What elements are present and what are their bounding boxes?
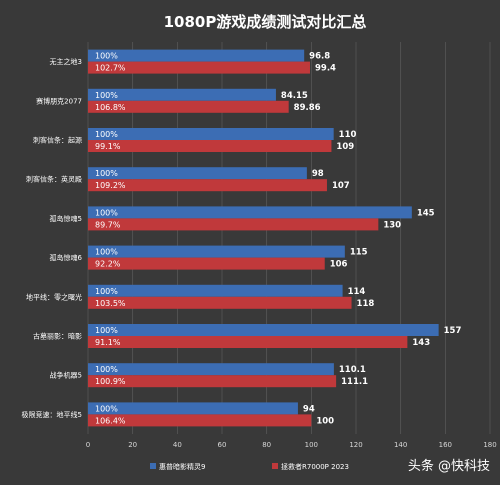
bar-series-2 (88, 296, 352, 309)
bar-value-label: 100 (316, 416, 334, 426)
bar-percent-label: 106.4% (95, 416, 126, 425)
bar-percent-label: 100% (95, 326, 118, 335)
category-label: 战争机器5 (50, 371, 82, 380)
bar-value-label: 157 (444, 326, 462, 336)
bar-value-label: 110.1 (339, 365, 366, 375)
bar-series-1 (88, 49, 305, 62)
category-label: 无主之地3 (50, 57, 82, 66)
x-tick-label: 160 (439, 441, 452, 449)
bar-percent-label: 100% (95, 169, 118, 178)
bar-value-label: 107 (332, 181, 350, 191)
bar-series-1 (88, 206, 412, 219)
category-label: 刺客信条：起源 (33, 136, 82, 145)
bar-percent-label: 91.1% (95, 338, 121, 347)
bar-value-label: 111.1 (341, 377, 368, 387)
bar-series-1 (88, 88, 276, 101)
watermark: 头条 @快科技 (408, 458, 490, 474)
bar-value-label: 106 (330, 260, 348, 270)
x-tick-label: 100 (305, 441, 318, 449)
legend-label-series-2: 拯救者R7000P 2023 (281, 462, 349, 471)
bar-series-2 (88, 414, 312, 427)
bar-percent-label: 100% (95, 287, 118, 296)
bar-value-label: 84.15 (281, 91, 308, 101)
bar-series-1 (88, 167, 307, 180)
x-tick-label: 40 (173, 441, 182, 449)
bar-series-2 (88, 100, 289, 113)
bar-series-2 (88, 61, 310, 74)
category-label: 赛博朋克2077 (36, 96, 82, 105)
x-tick-label: 140 (394, 441, 407, 449)
bar-series-2 (88, 336, 408, 348)
x-tick-label: 180 (483, 441, 496, 449)
bar-percent-label: 100% (95, 130, 118, 139)
category-label: 孤岛惊魂5 (50, 214, 82, 223)
x-axis-ticks: 0 20 40 60 80 100 120 140 160 180 (86, 441, 497, 449)
bar-series-2 (88, 257, 325, 270)
bar-percent-label: 100% (95, 365, 118, 374)
bar-series-2 (88, 218, 379, 231)
bar-percent-label: 100% (95, 91, 118, 100)
bar-series-1 (88, 245, 345, 258)
bar-value-label: 98 (312, 169, 324, 179)
bar-value-label: 114 (348, 287, 366, 297)
x-tick-label: 120 (349, 441, 362, 449)
bar-series-1 (88, 402, 298, 415)
bar-percent-label: 89.7% (95, 220, 121, 229)
bar-series-2 (88, 140, 332, 152)
chart-title: 1080P游戏成绩测试对比汇总 (164, 13, 367, 31)
bar-value-label: 118 (357, 299, 375, 309)
x-tick-label: 0 (86, 441, 90, 449)
bar-series-1 (88, 324, 439, 336)
legend-swatch-series-1 (150, 463, 156, 469)
bar-value-label: 130 (383, 220, 401, 230)
bar-percent-label: 92.2% (95, 260, 121, 269)
bar-series-1 (88, 284, 343, 297)
bars: 100% 96.8 102.7% 99.4 100% 84.15 106.8% 89.86 10… (88, 49, 462, 427)
category-label: 孤岛惊魂6 (50, 253, 83, 262)
bar-value-label: 145 (417, 208, 435, 218)
bar-series-1 (88, 128, 334, 140)
bar-value-label: 89.86 (294, 103, 321, 113)
bar-percent-label: 100% (95, 52, 118, 61)
x-tick-label: 80 (262, 441, 271, 449)
bar-series-2 (88, 179, 327, 192)
category-label: 极限竞速：地平线5 (22, 410, 82, 419)
bar-percent-label: 100% (95, 404, 118, 413)
bar-percent-label: 100% (95, 208, 118, 217)
bar-value-label: 94 (303, 404, 315, 414)
category-label: 刺客信条：英灵殿 (26, 175, 82, 184)
legend-swatch-series-2 (272, 463, 278, 469)
bar-percent-label: 100% (95, 248, 118, 257)
category-label: 古墓丽影：暗影 (33, 332, 82, 341)
bar-percent-label: 103.5% (95, 299, 126, 308)
bar-percent-label: 99.1% (95, 142, 121, 151)
bar-percent-label: 106.8% (95, 103, 126, 112)
bar-percent-label: 100.9% (95, 377, 126, 386)
bar-series-2 (88, 375, 337, 388)
bar-value-label: 115 (350, 248, 368, 258)
bar-percent-label: 109.2% (95, 181, 126, 190)
category-label: 地平线：零之曙光 (26, 292, 82, 301)
bar-value-label: 110 (339, 130, 357, 140)
legend-label-series-1: 惠普暗影精灵9 (159, 462, 205, 471)
x-tick-label: 20 (128, 441, 137, 449)
bar-value-label: 96.8 (309, 52, 330, 62)
bar-value-label: 109 (336, 142, 354, 152)
x-tick-label: 60 (218, 441, 227, 449)
bar-value-label: 99.4 (315, 64, 336, 74)
legend: 惠普暗影精灵9 拯救者R7000P 2023 (150, 462, 349, 471)
bar-percent-label: 102.7% (95, 64, 126, 73)
bar-series-1 (88, 363, 334, 376)
bar-value-label: 143 (412, 338, 430, 348)
